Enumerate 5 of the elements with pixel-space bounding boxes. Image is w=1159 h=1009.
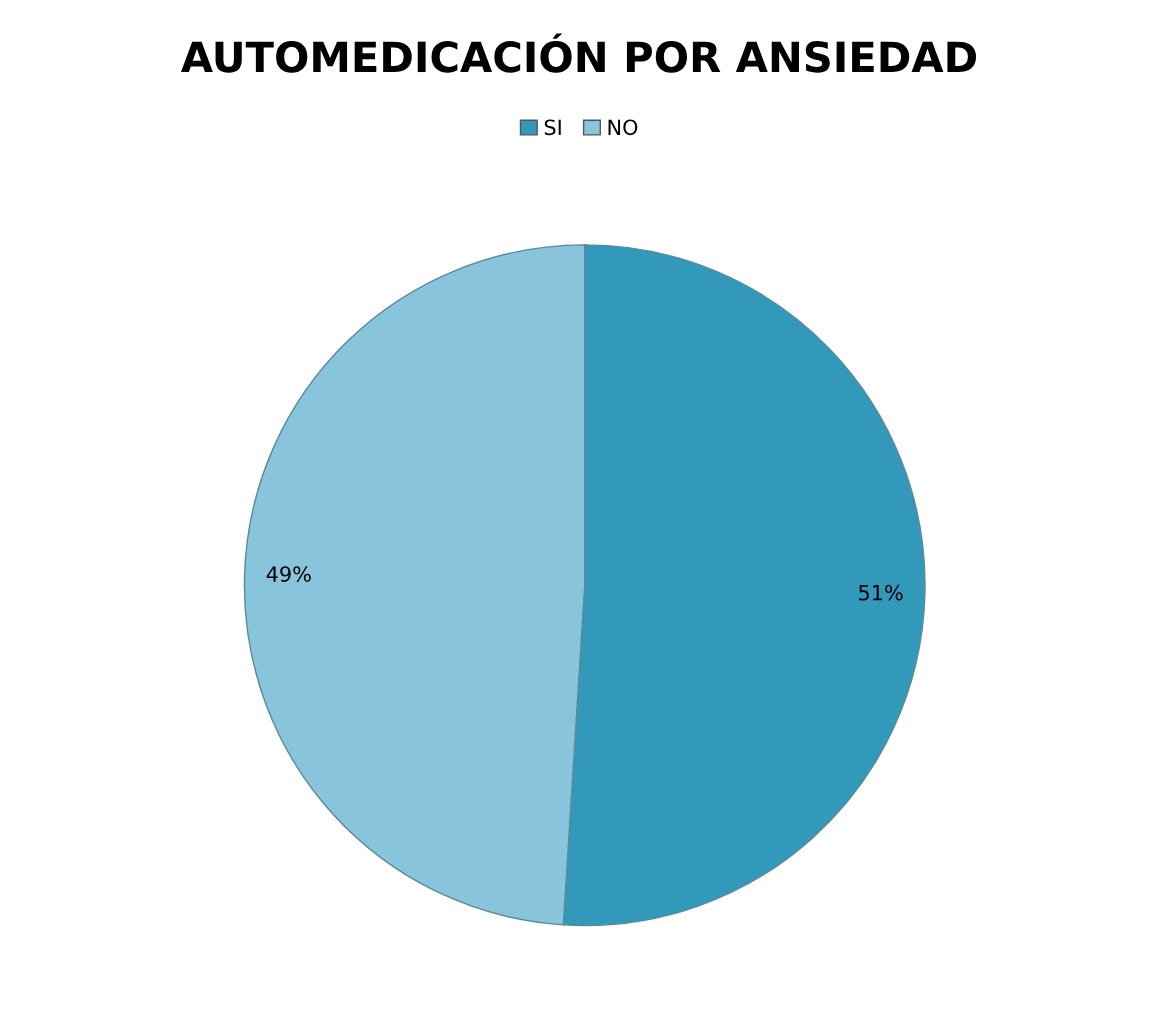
data-label: 51% — [859, 584, 903, 601]
chart-title: AUTOMEDICACIÓN POR ANSIEDAD — [180, 33, 977, 73]
data-label: 49% — [266, 566, 311, 582]
legend-label: SI — [544, 119, 561, 136]
legend-label: NO — [608, 119, 638, 136]
